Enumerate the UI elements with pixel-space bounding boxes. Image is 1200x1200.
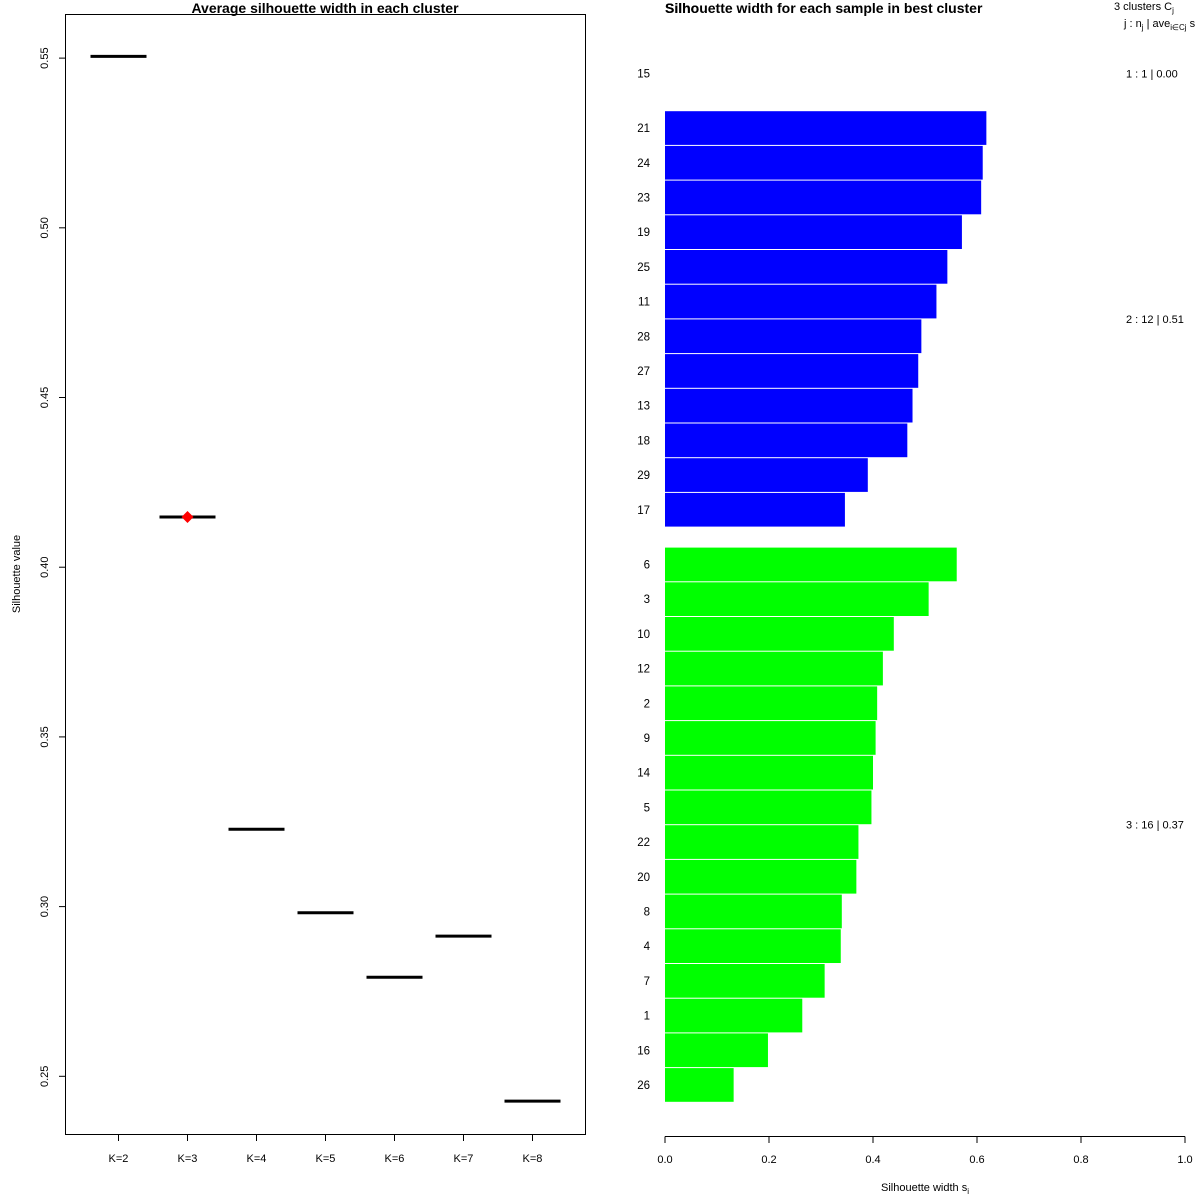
right-x-tick-label: 0.0: [657, 1154, 672, 1166]
sample-label-5: 5: [644, 802, 650, 814]
right-chart-title-overlap: Silho: [665, 0, 699, 16]
left-panel-average-silhouette: Average silhouette width in each cluster…: [11, 0, 586, 1165]
sample-label-27: 27: [637, 366, 650, 378]
silhouette-bar-sample-6: [665, 547, 957, 582]
right-x-axis: 0.0 0.2 0.4 0.6 0.8 1.0: [657, 1136, 1193, 1166]
sample-label-26: 26: [637, 1080, 650, 1092]
left-chart-title: Average silhouette width in each cluster: [191, 0, 459, 16]
left-x-tick-label: K=7: [454, 1153, 474, 1165]
right-chart-title: Silhouette width for each sample in best…: [665, 0, 983, 16]
sample-label-13: 13: [637, 401, 650, 413]
sample-label-9: 9: [644, 733, 650, 745]
right-x-tick-label: 0.8: [1073, 1154, 1088, 1166]
sample-label-10: 10: [637, 629, 650, 641]
best-k-marker: [181, 510, 194, 523]
silhouette-bar-sample-5: [665, 790, 872, 825]
sample-label-25: 25: [637, 262, 650, 274]
right-panel-sample-silhouette: Silhouette width for each sample in best…: [637, 0, 1195, 1196]
right-x-tick-label: 0.2: [761, 1154, 776, 1166]
sample-label-17: 17: [637, 505, 650, 517]
left-y-tick-label: 0.30: [39, 896, 51, 917]
cluster-summary-2: 2 : 12 | 0.51: [1126, 314, 1184, 326]
sample-label-16: 16: [637, 1045, 650, 1057]
left-plot-frame: [65, 14, 586, 1135]
silhouette-bar-sample-24: [665, 145, 983, 180]
sample-label-14: 14: [637, 768, 650, 780]
left-y-tick-label: 0.50: [39, 217, 51, 238]
right-x-tick-label: 0.4: [865, 1154, 880, 1166]
right-x-axis-label: Silhouette width si: [881, 1182, 969, 1196]
left-y-tick-label: 0.35: [39, 726, 51, 747]
sample-label-29: 29: [637, 470, 650, 482]
silhouette-bar-sample-4: [665, 929, 841, 963]
silhouette-bar-sample-14: [665, 755, 873, 790]
silhouette-bar-sample-25: [665, 250, 948, 284]
sample-label-1: 1: [644, 1011, 650, 1023]
sample-label-24: 24: [637, 158, 650, 170]
left-y-tick-label: 0.55: [39, 47, 51, 68]
silhouette-bar-sample-22: [665, 825, 859, 859]
silhouette-bar-sample-8: [665, 894, 842, 929]
sample-label-28: 28: [637, 331, 650, 343]
silhouette-bar-sample-2: [665, 686, 878, 721]
cluster-header-line1: 3 clusters Cj: [1114, 1, 1174, 15]
sample-label-20: 20: [637, 872, 650, 884]
cluster-summary-1: 1 : 1 | 0.00: [1126, 68, 1178, 80]
left-x-tick-label: K=5: [316, 1153, 336, 1165]
sample-label-21: 21: [637, 123, 650, 135]
left-y-tick-label: 0.25: [39, 1066, 51, 1087]
sample-label-3: 3: [644, 594, 650, 606]
silhouette-bar-sample-19: [665, 215, 962, 249]
silhouette-bar-sample-26: [665, 1068, 734, 1102]
cluster-header: 3 clusters Cj j : nj | avei∈Cj s: [1114, 1, 1196, 32]
silhouette-bar-sample-16: [665, 1033, 768, 1068]
right-chart-bars: 15 1 : 1 | 0.002124231925112827131829172 …: [637, 68, 1184, 1102]
silhouette-bar-sample-28: [665, 319, 922, 354]
left-y-tick-label: 0.45: [39, 387, 51, 408]
silhouette-bar-sample-10: [665, 617, 894, 651]
sample-label-6: 6: [644, 559, 650, 571]
silhouette-bar-sample-21: [665, 111, 987, 145]
cluster-header-line2: j : nj | avei∈Cj s: [1123, 18, 1196, 32]
left-x-axis: K=2 K=3 K=4 K=5 K=6 K=7 K=8: [109, 1134, 543, 1165]
left-x-tick-label: K=3: [178, 1153, 198, 1165]
silhouette-bar-sample-17: [665, 492, 845, 527]
silhouette-bar-sample-27: [665, 354, 919, 388]
silhouette-bar-sample-11: [665, 284, 937, 319]
silhouette-bar-sample-20: [665, 859, 857, 894]
left-x-tick-label: K=8: [523, 1153, 543, 1165]
sample-label-2: 2: [644, 698, 650, 710]
silhouette-bar-sample-3: [665, 582, 929, 616]
left-y-tick-label: 0.40: [39, 557, 51, 578]
sample-label-15: 15: [637, 68, 650, 80]
left-x-tick-label: K=2: [109, 1153, 129, 1165]
sample-label-22: 22: [637, 837, 650, 849]
sample-label-23: 23: [637, 192, 650, 204]
silhouette-bar-sample-7: [665, 964, 825, 998]
sample-label-4: 4: [644, 941, 651, 953]
left-y-axis: 0.25 0.30 0.35 0.40 0.45 0.50 0.55: [39, 47, 65, 1087]
cluster-summary-3: 3 : 16 | 0.37: [1126, 820, 1184, 832]
left-y-axis-label: Silhouette value: [11, 535, 23, 613]
silhouette-bar-sample-9: [665, 721, 876, 755]
silhouette-bar-sample-18: [665, 423, 908, 458]
right-x-tick-label: 0.6: [969, 1154, 984, 1166]
left-chart-marks: [90, 54, 561, 1103]
sample-label-18: 18: [637, 435, 650, 447]
right-x-tick-label: 1.0: [1177, 1154, 1192, 1166]
sample-label-7: 7: [644, 976, 650, 988]
silhouette-bar-sample-13: [665, 388, 913, 423]
silhouette-bar-sample-1: [665, 998, 803, 1033]
left-x-tick-label: K=4: [247, 1153, 267, 1165]
sample-label-8: 8: [644, 906, 650, 918]
left-x-tick-label: K=6: [385, 1153, 405, 1165]
sample-label-11: 11: [638, 297, 650, 309]
silhouette-bar-sample-29: [665, 458, 868, 492]
sample-label-12: 12: [637, 664, 650, 676]
silhouette-bar-sample-12: [665, 651, 883, 686]
sample-label-19: 19: [637, 227, 650, 239]
silhouette-bar-sample-23: [665, 180, 982, 215]
